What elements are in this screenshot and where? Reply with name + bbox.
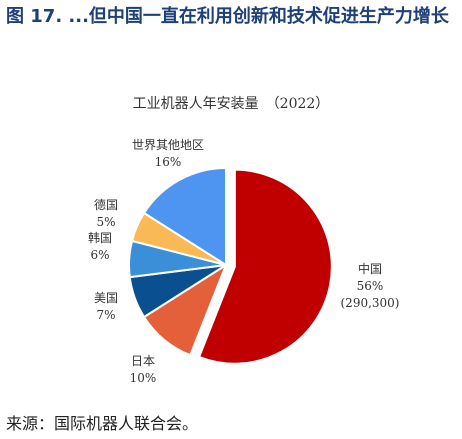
pie-chart: 工业机器人年安装量 （2022） 中国 56% (290,300) 日本 10% 美国 7%… (0, 60, 462, 400)
pie-label-4: 韩国 6% (88, 230, 112, 262)
pie-labels: 中国 56% (290,300) 日本 10% 美国 7% 韩国 6%德国 5% 世界其他地区 16% (88, 138, 400, 385)
pie-label-2: 日本 10% (130, 354, 157, 385)
pie-slice-6 (142, 166, 227, 267)
pie-label-6: 世界其他地区 16% (132, 138, 204, 169)
pie-label-3: 美国 7% (94, 291, 118, 322)
pie-label-5: 德国 5% (94, 197, 118, 229)
pie-slices (128, 166, 333, 365)
chart-title: 工业机器人年安装量 （2022） (133, 96, 330, 112)
pie-label-1: 中国 56% (290,300) (341, 261, 400, 310)
pie-slice-1 (197, 168, 333, 365)
pie-chart-svg: 工业机器人年安装量 （2022） 中国 56% (290,300) 日本 10% 美国 7%… (88, 96, 400, 385)
figure-title: 图 17. ...但中国一直在利用创新和技术促进生产力增长 (6, 6, 449, 27)
source-note: 来源：国际机器人联合会。 (6, 414, 199, 433)
